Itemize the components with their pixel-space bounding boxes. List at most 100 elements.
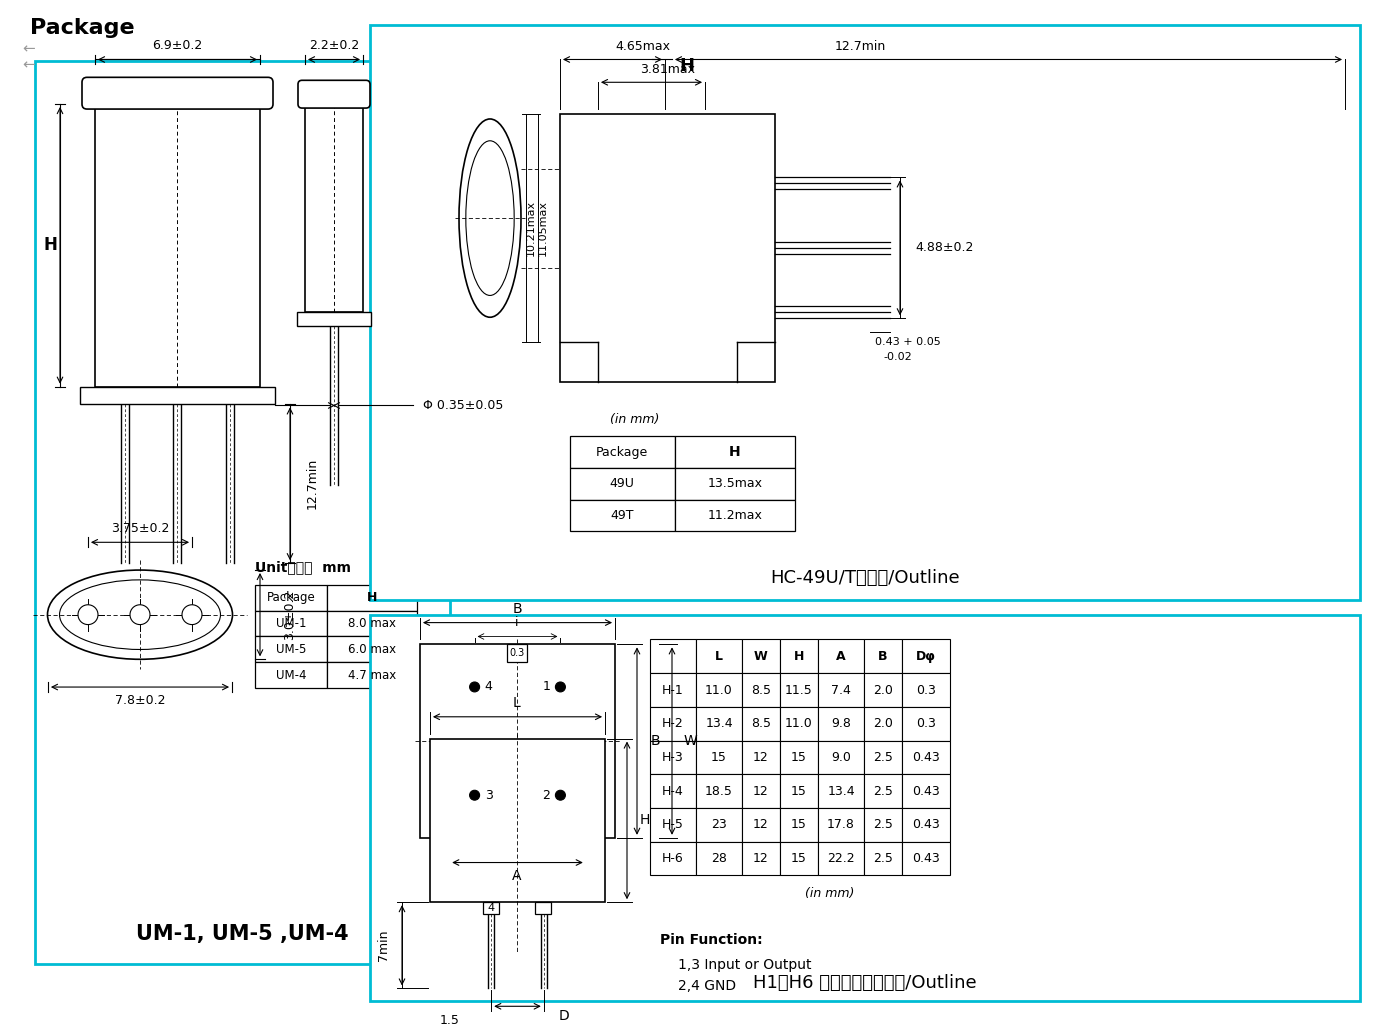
Bar: [818, 808, 864, 841]
Text: D: D: [559, 1010, 570, 1023]
Text: W: W: [753, 649, 767, 663]
Bar: [903, 741, 949, 775]
Text: 10.21max: 10.21max: [526, 200, 535, 256]
Bar: [696, 639, 742, 673]
Text: 49U: 49U: [610, 477, 635, 490]
Bar: [506, 644, 527, 662]
Bar: [87, 82, 268, 104]
Text: 2.5: 2.5: [874, 852, 893, 865]
Text: 7.8±0.2: 7.8±0.2: [115, 695, 166, 708]
Bar: [864, 775, 903, 808]
Text: 7min: 7min: [378, 930, 391, 960]
Bar: [903, 639, 949, 673]
Text: -0.02: -0.02: [883, 352, 912, 362]
Bar: [696, 808, 742, 841]
Bar: [742, 741, 780, 775]
Text: A: A: [512, 869, 522, 883]
Text: 23: 23: [711, 819, 727, 831]
Text: L: L: [513, 696, 520, 710]
Text: 0.3: 0.3: [509, 648, 524, 659]
Bar: [675, 468, 795, 500]
Text: H: H: [679, 57, 694, 76]
Text: 6.9±0.2: 6.9±0.2: [152, 39, 201, 52]
Text: 0.43: 0.43: [912, 819, 940, 831]
Text: B: B: [650, 734, 660, 748]
Text: HC-49U/T尺寸图/Outline: HC-49U/T尺寸图/Outline: [770, 569, 960, 587]
Bar: [327, 662, 417, 688]
Text: Package: Package: [30, 17, 135, 38]
Bar: [431, 739, 604, 902]
Bar: [327, 585, 417, 610]
Bar: [780, 673, 818, 707]
Text: 1.5: 1.5: [440, 1014, 460, 1026]
Text: UM-1: UM-1: [276, 617, 306, 630]
Text: H-2: H-2: [662, 717, 684, 731]
Text: 15: 15: [711, 751, 727, 764]
Text: Pin Function:: Pin Function:: [660, 933, 763, 947]
Bar: [864, 841, 903, 875]
Bar: [650, 707, 696, 741]
Bar: [903, 841, 949, 875]
Text: 15: 15: [791, 751, 807, 764]
Circle shape: [555, 682, 566, 692]
Text: 13.4: 13.4: [827, 785, 854, 797]
Text: 22.2: 22.2: [827, 852, 854, 865]
Text: 12: 12: [753, 785, 769, 797]
Bar: [255, 585, 327, 610]
Text: H-5: H-5: [662, 819, 684, 831]
Text: 1,3 Input or Output: 1,3 Input or Output: [678, 957, 811, 972]
Bar: [780, 775, 818, 808]
Text: 2.0: 2.0: [874, 717, 893, 731]
Text: 49T: 49T: [610, 509, 633, 522]
Bar: [742, 841, 780, 875]
Text: 3: 3: [484, 789, 493, 801]
Bar: [370, 25, 1361, 600]
Bar: [675, 500, 795, 531]
Text: i: i: [515, 616, 519, 629]
Bar: [650, 741, 696, 775]
Text: 28: 28: [711, 852, 727, 865]
Bar: [780, 741, 818, 775]
Text: 9.8: 9.8: [831, 717, 851, 731]
Bar: [742, 775, 780, 808]
Bar: [780, 639, 818, 673]
Text: 3.75±0.2: 3.75±0.2: [110, 522, 170, 535]
FancyBboxPatch shape: [81, 77, 273, 109]
Bar: [483, 902, 500, 914]
Circle shape: [182, 604, 201, 625]
Ellipse shape: [460, 119, 522, 317]
Text: 8.5: 8.5: [751, 717, 771, 731]
Bar: [780, 808, 818, 841]
Bar: [903, 808, 949, 841]
Bar: [864, 808, 903, 841]
Text: B: B: [512, 601, 522, 616]
Bar: [864, 673, 903, 707]
Bar: [903, 707, 949, 741]
Bar: [864, 639, 903, 673]
Text: 2: 2: [542, 789, 551, 801]
Text: UM-4: UM-4: [276, 669, 306, 681]
Text: 0.43: 0.43: [912, 852, 940, 865]
Bar: [80, 387, 275, 404]
Bar: [650, 841, 696, 875]
FancyBboxPatch shape: [298, 80, 370, 108]
Text: 11.0: 11.0: [785, 717, 813, 731]
Circle shape: [555, 790, 566, 800]
Text: ←: ←: [22, 42, 34, 56]
Bar: [305, 104, 363, 312]
Bar: [95, 104, 259, 387]
Text: A: A: [836, 649, 846, 663]
Bar: [650, 775, 696, 808]
Bar: [818, 741, 864, 775]
Bar: [560, 114, 776, 382]
Text: 7.4: 7.4: [831, 683, 851, 697]
Text: 0.43: 0.43: [912, 785, 940, 797]
Bar: [780, 707, 818, 741]
Text: 13.4: 13.4: [705, 717, 733, 731]
Text: 8.5: 8.5: [751, 683, 771, 697]
Bar: [255, 636, 327, 662]
Text: Package: Package: [266, 591, 316, 604]
Text: Dφ: Dφ: [916, 649, 936, 663]
Text: 2.5: 2.5: [874, 785, 893, 797]
Text: 9.0: 9.0: [831, 751, 851, 764]
